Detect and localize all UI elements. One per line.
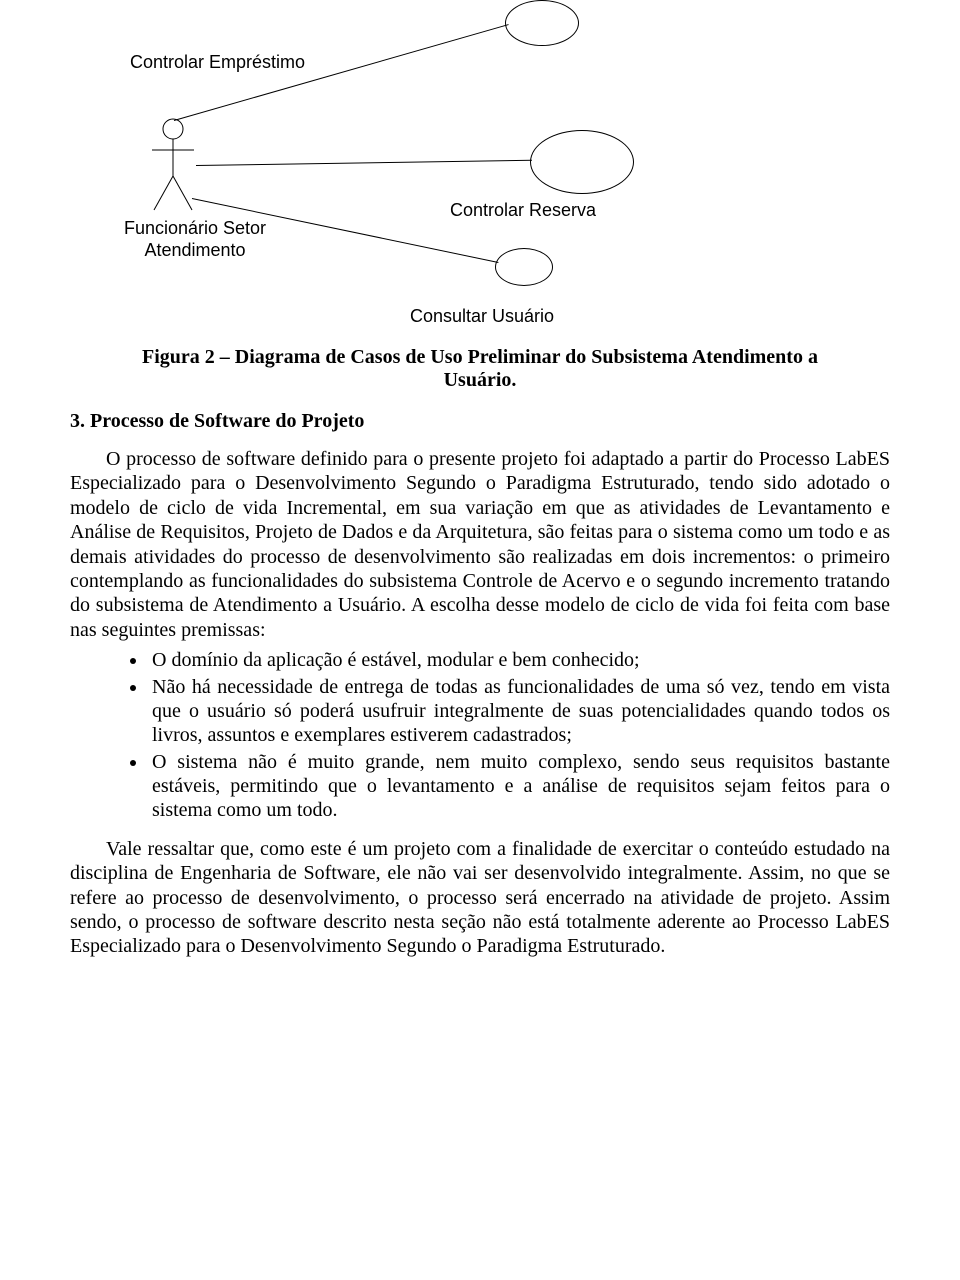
label-actor-line1: Funcionário Setor [110, 218, 280, 239]
caption-line2: Usuário. [444, 369, 517, 391]
use-case-ellipse-bottom [495, 248, 553, 286]
connector-mid [196, 160, 532, 166]
list-item: Não há necessidade de entrega de todas a… [148, 675, 890, 748]
caption-line1: Figura 2 – Diagrama de Casos de Uso Prel… [142, 346, 818, 368]
label-actor-line2: Atendimento [110, 240, 280, 261]
paragraph-1: O processo de software definido para o p… [70, 447, 890, 642]
figure-caption: Figura 2 – Diagrama de Casos de Uso Prel… [70, 346, 890, 392]
label-controlar-emprestimo: Controlar Empréstimo [130, 52, 305, 73]
actor-icon [150, 118, 196, 214]
label-controlar-reserva: Controlar Reserva [450, 200, 596, 221]
bullet-list: O domínio da aplicação é estável, modula… [70, 648, 890, 823]
section-heading: 3. Processo de Software do Projeto [70, 410, 890, 433]
use-case-ellipse-top [505, 0, 579, 46]
use-case-ellipse-mid [530, 130, 634, 194]
use-case-diagram: Controlar Empréstimo Funcionário Setor A… [70, 0, 890, 340]
label-consultar-usuario: Consultar Usuário [410, 306, 554, 327]
list-item: O domínio da aplicação é estável, modula… [148, 648, 890, 672]
paragraph-2: Vale ressaltar que, como este é um proje… [70, 837, 890, 959]
document-page: Controlar Empréstimo Funcionário Setor A… [0, 0, 960, 1005]
list-item: O sistema não é muito grande, nem muito … [148, 750, 890, 823]
